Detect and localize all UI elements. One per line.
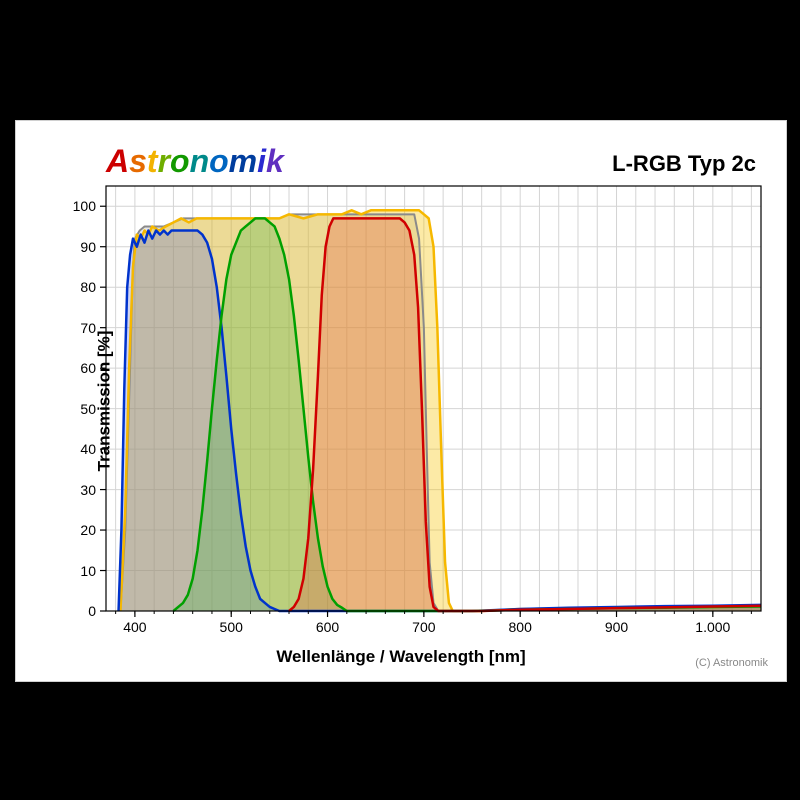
chart-area	[16, 121, 786, 681]
x-tick-label: 1.000	[695, 619, 730, 635]
x-tick-label: 800	[509, 619, 532, 635]
y-tick-label: 30	[66, 482, 96, 498]
x-tick-label: 500	[220, 619, 243, 635]
y-tick-label: 90	[66, 239, 96, 255]
x-tick-label: 700	[412, 619, 435, 635]
x-tick-label: 900	[605, 619, 628, 635]
y-axis-label: Transmission [%]	[94, 331, 114, 472]
y-tick-label: 60	[66, 360, 96, 376]
x-axis-label: Wellenlänge / Wavelength [nm]	[276, 647, 525, 667]
y-tick-label: 0	[66, 603, 96, 619]
y-tick-label: 20	[66, 522, 96, 538]
y-tick-label: 80	[66, 279, 96, 295]
copyright-text: (C) Astronomik	[695, 657, 768, 669]
transmission-chart	[16, 121, 786, 681]
x-tick-label: 600	[316, 619, 339, 635]
y-tick-label: 100	[66, 198, 96, 214]
y-tick-label: 10	[66, 563, 96, 579]
chart-card: Astronomik L-RGB Typ 2c Transmission [%]…	[15, 120, 787, 682]
y-tick-label: 40	[66, 441, 96, 457]
y-tick-label: 70	[66, 320, 96, 336]
y-tick-label: 50	[66, 401, 96, 417]
x-tick-label: 400	[123, 619, 146, 635]
